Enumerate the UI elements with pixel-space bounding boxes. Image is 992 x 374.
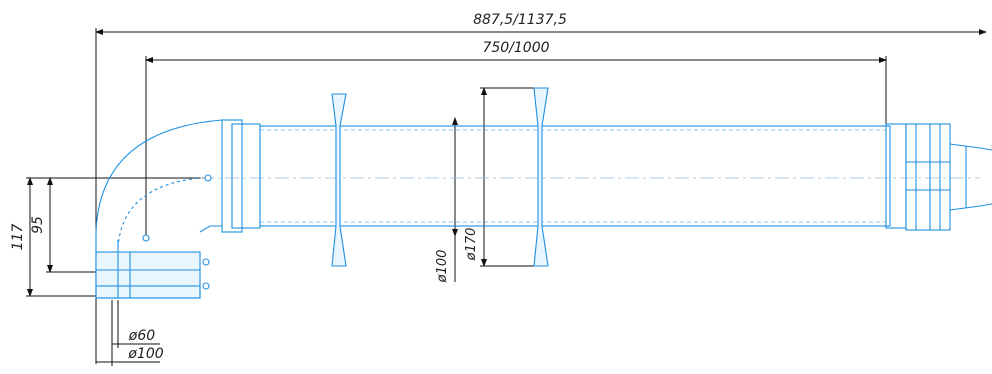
elbow-outer-arc bbox=[95, 119, 223, 292]
screw-point-1 bbox=[204, 174, 212, 182]
pipe-dia-label: ø100 bbox=[435, 250, 450, 284]
pipe-assembly bbox=[95, 87, 992, 299]
screw-point-2 bbox=[142, 234, 150, 242]
main-pipe bbox=[259, 125, 891, 227]
coupling-ring-outer bbox=[221, 119, 243, 233]
coupling-ring-inner bbox=[231, 123, 261, 229]
height-117-label: 117 bbox=[10, 224, 26, 251]
inlet-small-label: ø60 bbox=[128, 328, 155, 344]
flange-left bbox=[331, 93, 347, 267]
height-95-label: 95 bbox=[30, 216, 46, 234]
dimension-lines bbox=[26, 28, 987, 366]
inlet-socket-base bbox=[95, 285, 201, 299]
terminal-cap bbox=[949, 143, 992, 211]
flange-right bbox=[533, 87, 549, 267]
terminal-grille bbox=[905, 123, 951, 231]
elbow-throat bbox=[199, 225, 222, 233]
overall-length-label: 887,5/1137,5 bbox=[473, 12, 567, 28]
terminal-body bbox=[885, 123, 907, 229]
elbow-inner-arc bbox=[117, 177, 201, 249]
flange-dia-label: ø170 bbox=[464, 228, 479, 262]
screw-point-4 bbox=[202, 282, 210, 290]
inlet-socket bbox=[95, 251, 201, 299]
screw-point-3 bbox=[202, 258, 210, 266]
inlet-large-label: ø100 bbox=[127, 346, 163, 362]
pipe-length-label: 750/1000 bbox=[482, 40, 549, 56]
